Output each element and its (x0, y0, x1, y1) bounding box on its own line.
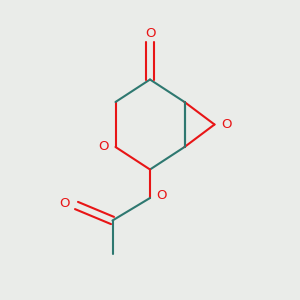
Text: O: O (221, 118, 232, 131)
Text: O: O (156, 189, 167, 202)
Text: O: O (59, 196, 70, 210)
Text: O: O (98, 140, 109, 154)
Text: O: O (145, 27, 155, 40)
